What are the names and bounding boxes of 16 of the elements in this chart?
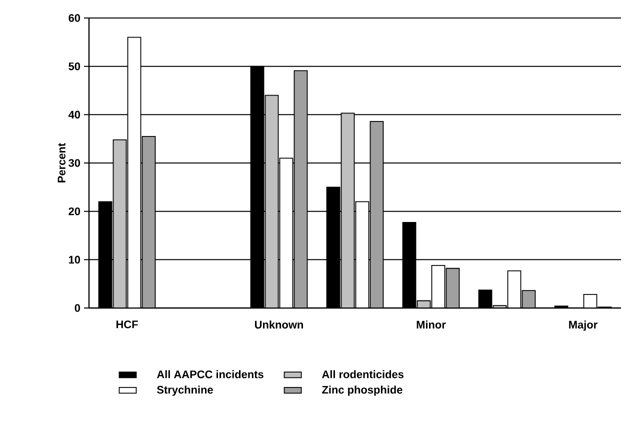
legend-label: All rodenticides [322,370,404,378]
legend-label: All AAPCC incidents [156,370,264,378]
y-tick-label: 0 [74,304,80,312]
y-tick-label: 10 [68,256,80,264]
y-tick-label: 40 [68,110,80,119]
legend-label: Zinc phosphide [322,386,402,396]
y-tick-label: 20 [68,207,80,216]
x-tick-label: Major [569,320,598,331]
y-axis-title: Percent [58,143,66,182]
x-tick-label: Unknown [255,320,303,329]
y-tick-label: 30 [68,159,80,167]
legend-label: Strychnine [157,386,213,396]
x-tick-label: Minor [416,320,446,329]
y-tick-label: 50 [68,62,80,70]
x-tick-label: HCF [116,320,138,328]
y-tick-label: 60 [68,14,80,22]
